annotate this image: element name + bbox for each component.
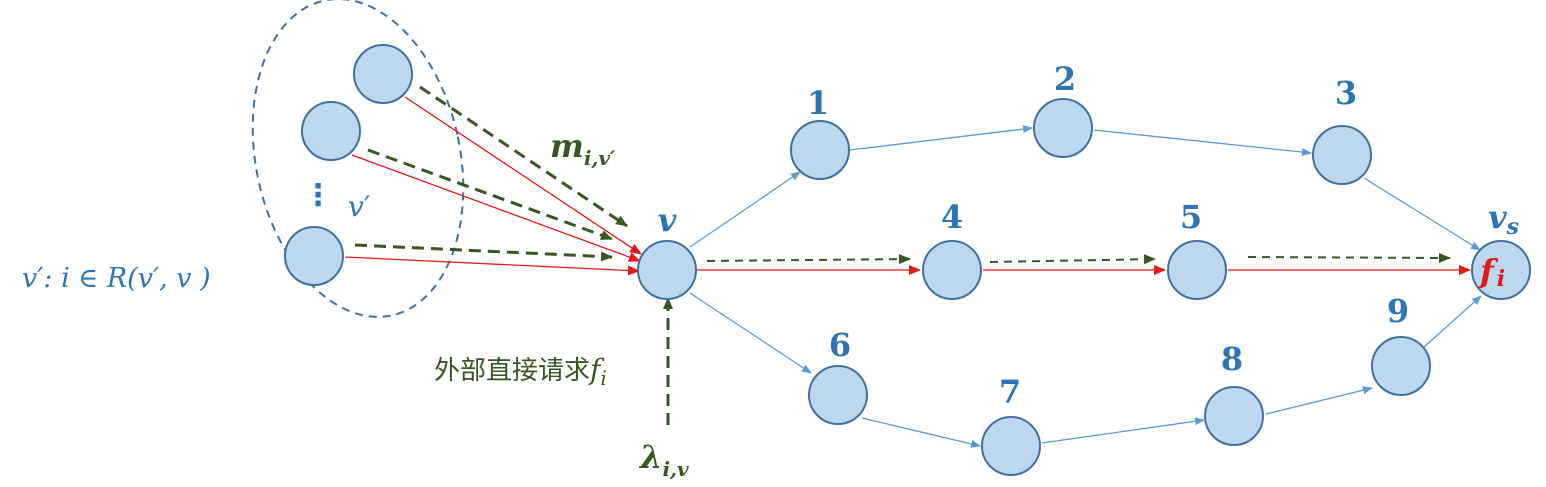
dash-top-to-v	[419, 85, 628, 228]
edge-7-8	[1041, 417, 1205, 444]
edge-1-2	[849, 125, 1033, 151]
label-vprime-group: v′	[348, 190, 371, 223]
edge-3-vs	[1363, 177, 1481, 251]
label-node-9: 9	[1387, 292, 1409, 330]
label-vs: vs	[1488, 198, 1519, 240]
label-vs-sub: s	[1506, 214, 1519, 240]
node-2	[1033, 98, 1093, 158]
label-node-4: 4	[941, 198, 963, 236]
blue-edges	[689, 125, 1482, 448]
edge-8-9	[1265, 386, 1373, 415]
label-external-sub: i	[600, 366, 606, 390]
label-external-text: 外部直接请求	[434, 356, 590, 386]
label-m: mi,v′	[550, 127, 616, 170]
node-v	[637, 240, 697, 300]
red-flow-edges	[344, 96, 1471, 276]
green-dashed-arrows	[354, 85, 673, 425]
flow-mid-to-v	[351, 154, 641, 262]
vertical-ellipsis: ⋮	[303, 178, 333, 213]
node-3	[1312, 125, 1372, 185]
label-lambda-base: λ	[638, 438, 662, 476]
label-node-1: 1	[807, 84, 829, 122]
node-vprime-low	[284, 226, 344, 286]
flow-top-to-v	[404, 96, 642, 255]
edge-6-7	[861, 417, 981, 448]
label-m-sub: i,v′	[584, 146, 616, 170]
green-dashed-arrows-thin	[706, 252, 1451, 265]
label-fi-sub: i	[1497, 266, 1505, 292]
label-fi-base: f	[1478, 252, 1499, 290]
label-lambda-sub: i,v	[662, 457, 689, 481]
dash-low-to-v	[354, 243, 613, 262]
neighbor-group-ellipse	[251, 0, 465, 318]
label-node-5: 5	[1180, 198, 1202, 236]
label-node-2: 2	[1054, 60, 1076, 98]
label-vs-base: v	[1488, 198, 1507, 236]
edge-2-3	[1093, 129, 1312, 157]
node-9	[1371, 336, 1431, 396]
node-5	[1167, 240, 1227, 300]
label-m-base: m	[550, 127, 584, 165]
node-vs	[1471, 240, 1531, 300]
edge-v-1	[689, 171, 801, 248]
dash-4-5	[989, 254, 1156, 265]
label-node-7: 7	[999, 373, 1021, 411]
node-vprime-top	[353, 44, 413, 104]
node-7	[981, 416, 1041, 476]
dash-mid-to-v	[367, 148, 613, 241]
label-set-definition: v′: i ∈ R(v′, v )	[22, 263, 211, 294]
label-v: v	[658, 201, 677, 239]
nodes	[284, 44, 1531, 476]
node-vprime-mid	[301, 101, 361, 161]
node-8	[1204, 386, 1264, 446]
edge-9-vs	[1423, 295, 1482, 348]
node-6	[808, 365, 868, 425]
label-node-3: 3	[1335, 74, 1357, 112]
label-external-request: 外部直接请求fi	[434, 353, 607, 390]
node-4	[922, 240, 982, 300]
dash-5-vs	[1247, 252, 1451, 263]
label-node-8: 8	[1221, 340, 1243, 378]
node-1	[790, 120, 850, 180]
flow-low-to-v	[344, 256, 640, 276]
edge-v-6	[689, 292, 812, 374]
label-node-6: 6	[829, 326, 851, 364]
dash-v-4	[706, 254, 911, 265]
label-lambda: λi,v	[638, 438, 689, 481]
